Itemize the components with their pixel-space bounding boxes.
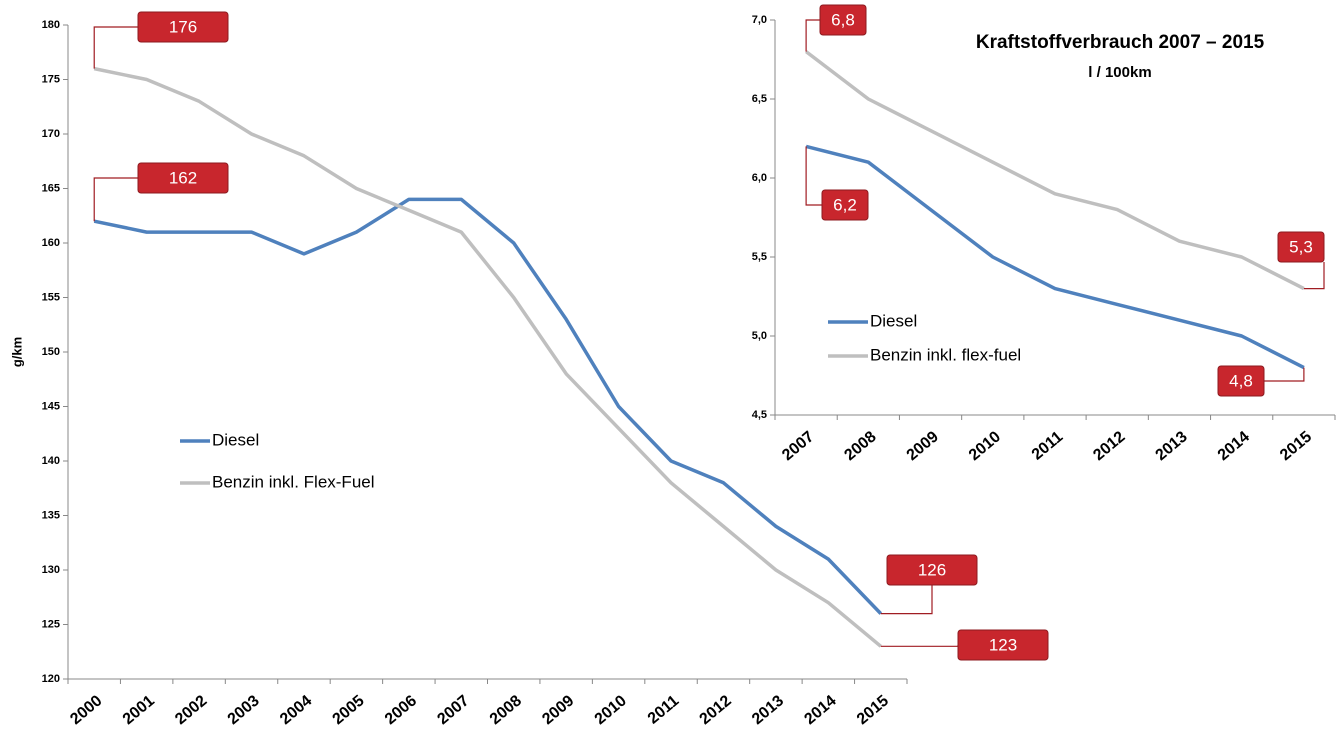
y-tick-label: 120 [42,673,60,685]
x-tick-label: 2008 [487,692,525,728]
x-tick-label: 2012 [1090,428,1128,464]
y-tick-label: 6,5 [752,93,767,105]
callout-box [819,4,867,36]
y-tick-label: 175 [42,73,60,85]
callout-leader [805,19,820,52]
legend-label: Diesel [870,311,917,330]
y-tick-label: 155 [42,291,60,303]
x-tick-label: 2007 [434,692,472,728]
data-label: 123 [989,635,1017,654]
y-tick-label: 145 [42,400,60,412]
y-tick-label: 7,0 [752,14,767,26]
y-tick-label: 160 [42,237,60,249]
y-tick-label: 135 [42,509,60,521]
data-label: 126 [918,560,946,579]
callout-box [137,11,229,43]
x-tick-label: 2014 [801,692,839,728]
y-tick-label: 130 [42,564,60,576]
legend-label: Diesel [212,430,259,449]
x-tick-label: 2005 [329,692,367,728]
x-tick-label: 2003 [225,692,263,728]
y-tick-label: 150 [42,346,60,358]
y-tick-label: 5,0 [752,330,767,342]
series-line [93,66,882,648]
x-tick-label: 2001 [120,692,158,728]
callout-leader [93,26,138,69]
data-label: 176 [169,17,197,36]
x-tick-label: 2010 [592,692,630,728]
legend-label: Benzin inkl. Flex-Fuel [212,472,375,491]
x-tick-label: 2010 [966,428,1004,464]
x-tick-label: 2008 [841,428,879,464]
x-tick-label: 2009 [904,428,942,464]
y-tick-label: 140 [42,455,60,467]
series-line [805,144,1305,370]
x-tick-label: 2015 [854,692,892,728]
y-axis-label: g/km [9,337,24,367]
data-label: 162 [169,168,197,187]
x-tick-label: 2014 [1215,428,1253,464]
x-tick-label: 2007 [779,428,817,464]
callout-box [957,629,1049,661]
callout-leader [805,146,822,206]
callout-box [1277,231,1325,263]
callout-leader [1264,367,1305,382]
x-tick-label: 2002 [172,692,210,728]
x-tick-label: 2013 [1153,428,1191,464]
inset-title: Kraftstoffverbrauch 2007 – 2015 [976,32,1265,53]
callout-box [886,554,978,586]
callout-leader [93,177,138,222]
y-tick-label: 125 [42,618,60,630]
callout-leader [880,585,933,615]
inset-subtitle: l / 100km [1088,64,1151,81]
data-label: 5,3 [1289,237,1313,256]
y-tick-label: 6,0 [752,172,767,184]
data-label: 4,8 [1229,371,1253,390]
legend-label: Benzin inkl. flex-fuel [870,345,1021,364]
series-line [93,197,883,615]
series-line [805,50,1305,291]
x-tick-label: 2004 [277,692,315,728]
callout-leader [880,645,959,647]
x-tick-label: 2011 [645,692,683,727]
x-tick-label: 2006 [382,692,420,728]
y-tick-label: 170 [42,128,60,140]
x-tick-label: 2012 [697,692,735,728]
data-label: 6,8 [831,10,855,29]
x-tick-label: 2000 [67,692,105,728]
callout-box [137,162,229,194]
y-tick-label: 4,5 [752,409,767,421]
x-tick-label: 2015 [1277,428,1315,464]
x-tick-label: 2009 [539,692,577,728]
x-tick-label: 2013 [749,692,787,728]
y-tick-label: 165 [42,182,60,194]
y-tick-label: 180 [42,19,60,31]
callout-box [1217,365,1265,397]
callout-box [821,189,869,221]
y-tick-label: 5,5 [752,251,767,263]
x-tick-label: 2011 [1029,428,1067,463]
callout-leader [1303,262,1325,290]
data-label: 6,2 [833,195,857,214]
